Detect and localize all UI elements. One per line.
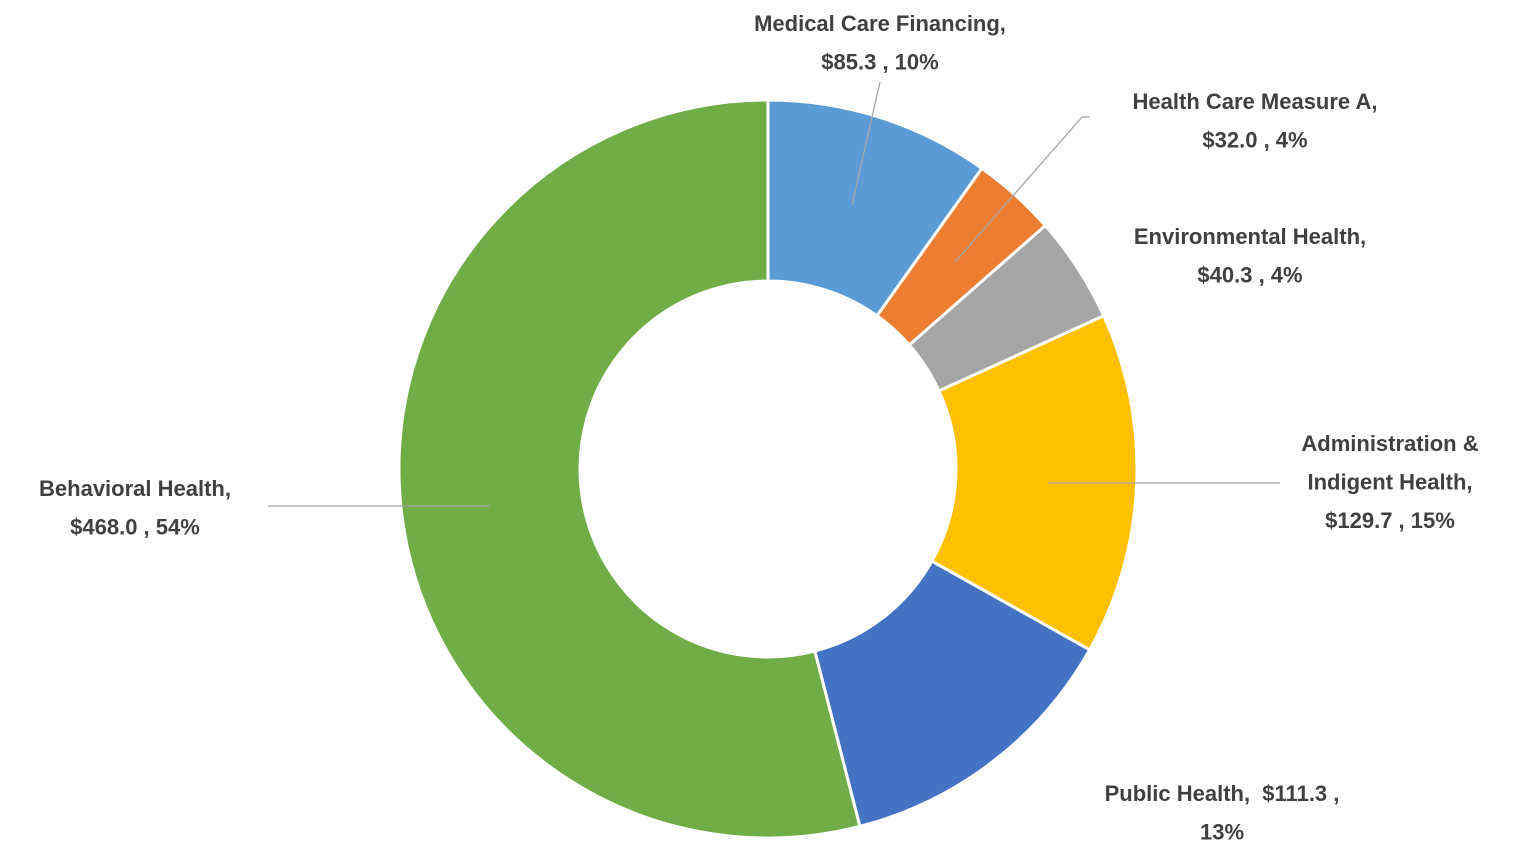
data-label: Health Care Measure A,	[1133, 89, 1378, 114]
donut-slice	[929, 313, 1139, 652]
data-label: $129.7 , 15%	[1325, 508, 1455, 533]
leader-lines	[268, 81, 1280, 507]
donut-slice	[812, 559, 1092, 829]
donut	[397, 98, 1139, 840]
leader-line	[954, 116, 1090, 263]
data-label: $468.0 , 54%	[70, 514, 200, 539]
data-label: Public Health, $111.3 ,	[1105, 781, 1340, 806]
data-label: Indigent Health,	[1308, 469, 1473, 494]
data-label: 13%	[1200, 819, 1244, 844]
data-label: Medical Care Financing,	[754, 11, 1006, 36]
data-label: $85.3 , 10%	[821, 49, 938, 74]
data-label: Administration &	[1301, 431, 1478, 456]
data-label: $40.3 , 4%	[1197, 262, 1302, 287]
donut-slice	[397, 98, 862, 840]
leader-line	[851, 81, 881, 206]
data-label: Behavioral Health,	[39, 476, 231, 501]
data-label: $32.0 , 4%	[1202, 127, 1307, 152]
data-label: Environmental Health,	[1134, 224, 1366, 249]
